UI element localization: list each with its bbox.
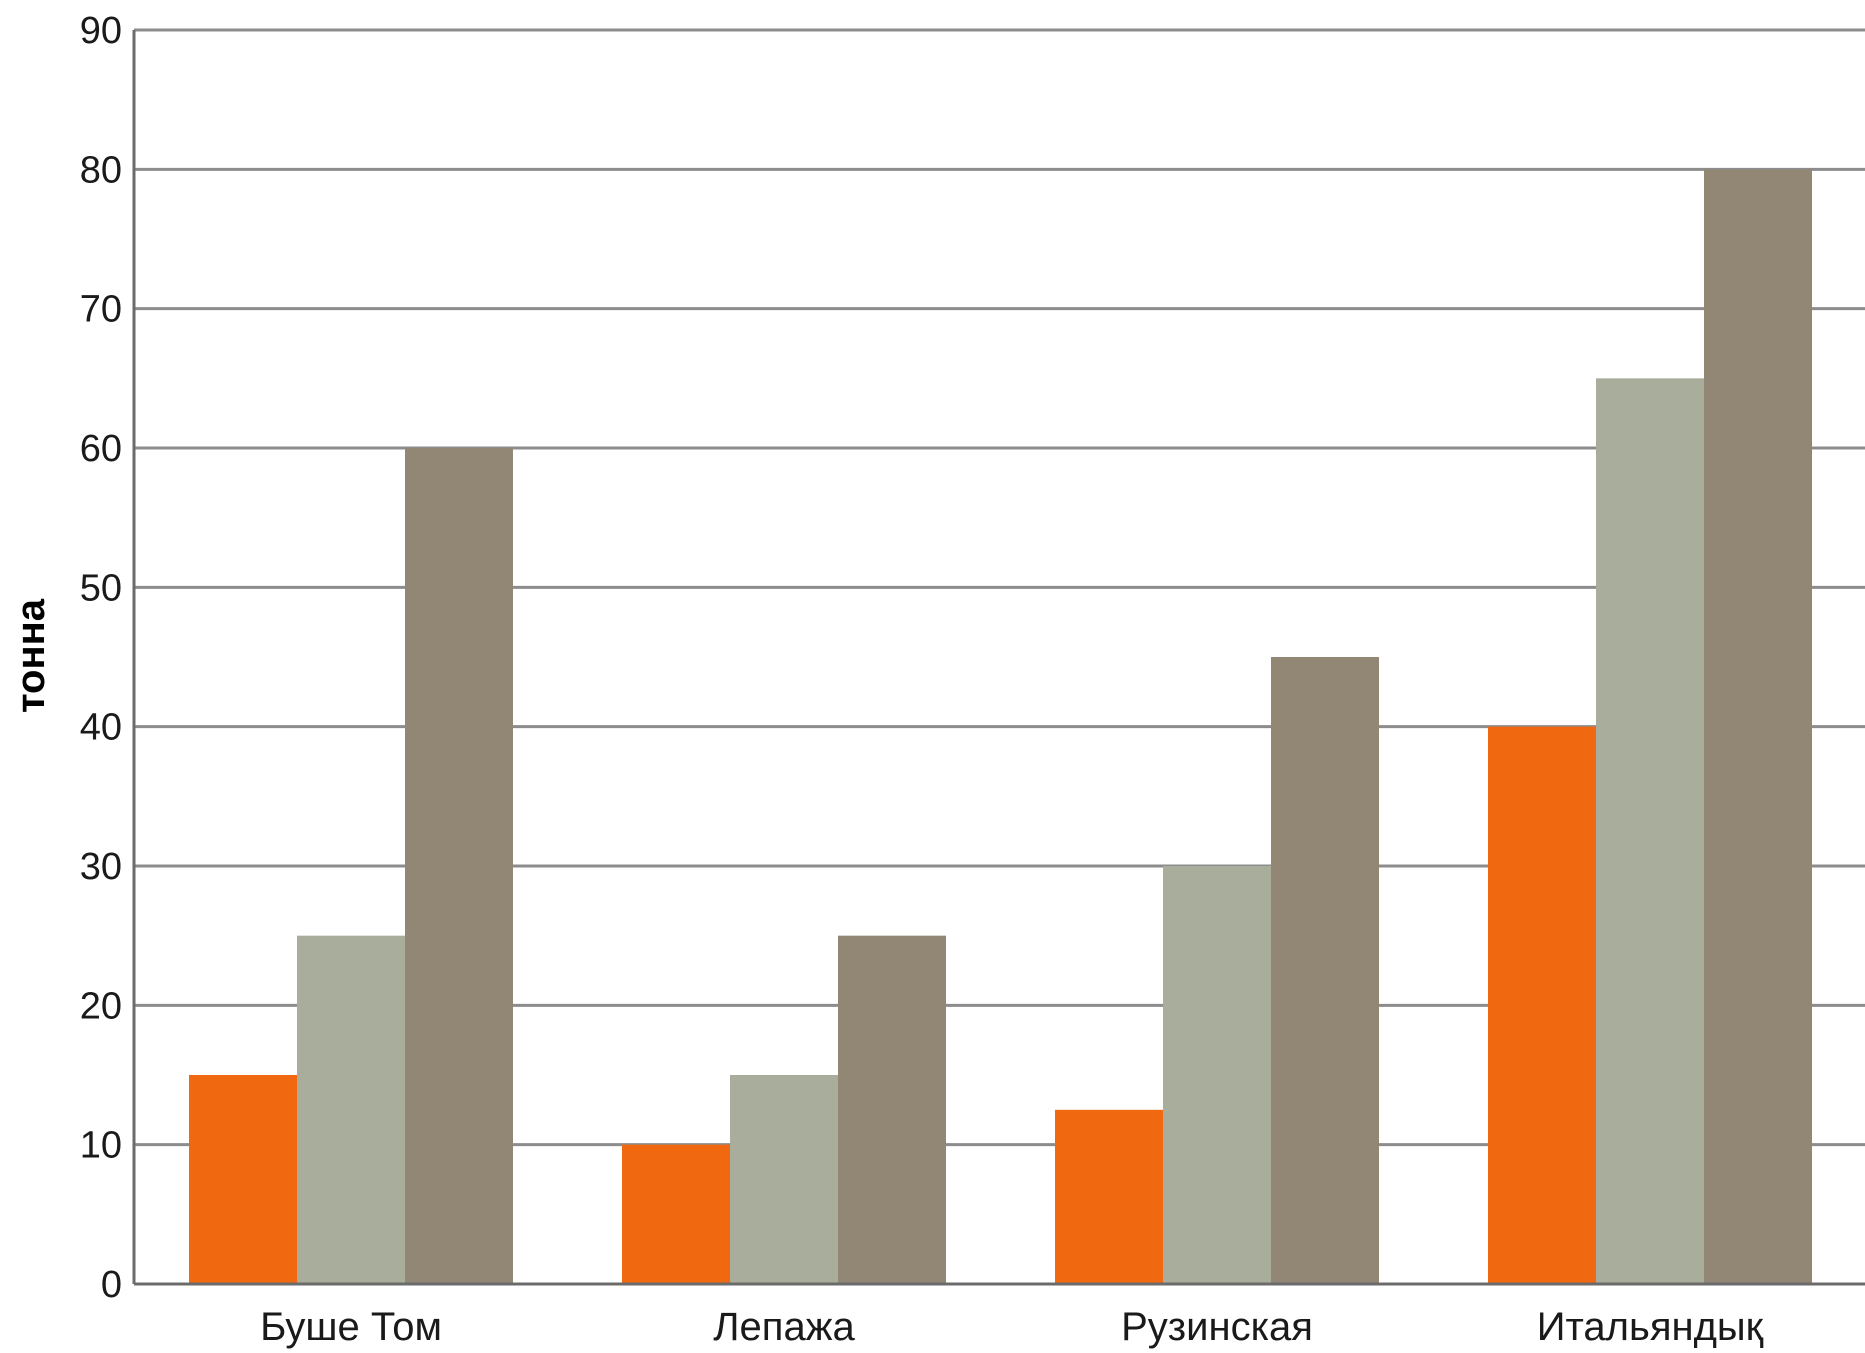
bar (730, 1075, 838, 1284)
x-category-label: Рузинская (1121, 1305, 1313, 1349)
y-tick-label: 30 (80, 846, 122, 888)
y-tick-label: 50 (80, 567, 122, 609)
x-category-label: Буше Том (260, 1305, 442, 1349)
bar (1055, 1109, 1163, 1284)
bar (838, 935, 946, 1284)
x-category-labels: Буше Том Лепажа Рузинская Итальяндық (260, 1305, 1764, 1349)
y-tick-label: 0 (101, 1264, 122, 1306)
bar (1596, 378, 1704, 1284)
y-tick-label: 90 (80, 10, 122, 52)
x-category-label: Лепажа (713, 1305, 855, 1349)
y-axis-label: тонна (9, 598, 53, 713)
y-tick-label: 60 (80, 428, 122, 470)
y-tick-label: 20 (80, 985, 122, 1027)
y-tick-label: 10 (80, 1125, 122, 1167)
bar (297, 935, 405, 1284)
y-tick-label: 40 (80, 707, 122, 749)
x-category-label: Итальяндық (1537, 1305, 1764, 1349)
y-tick-labels: 0 10 20 30 40 50 60 70 80 90 (80, 10, 122, 1306)
bar (622, 1144, 730, 1284)
bar (1271, 657, 1379, 1284)
axes (132, 30, 1865, 1286)
bar (189, 1075, 297, 1284)
y-tick-label: 80 (80, 149, 122, 191)
bar (1163, 866, 1271, 1284)
bars (189, 169, 1812, 1284)
y-tick-label: 70 (80, 289, 122, 331)
bar (1704, 169, 1812, 1284)
bar (405, 448, 513, 1284)
bar (1488, 726, 1596, 1284)
